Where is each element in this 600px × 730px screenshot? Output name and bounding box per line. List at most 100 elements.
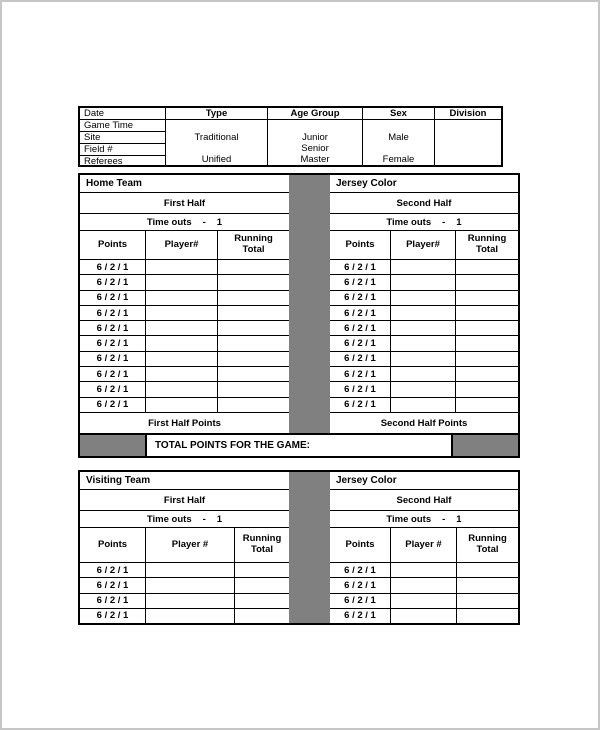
visiting-right-score-rows: 6 / 2 / 1 6 / 2 / 1 6 / 2 / 1 6 / 2 / 1: [330, 562, 518, 623]
home-section-main: Home Team First Half Time outs - 1 Point…: [80, 175, 518, 433]
sex-options: Male Female: [363, 120, 434, 165]
home-right-score-rows: 6 / 2 / 1 6 / 2 / 1 6 / 2 / 1 6 / 2 / 1: [330, 259, 518, 412]
home-right-column-headers: Points Player# Running Total: [330, 230, 518, 259]
running-total-cell: [217, 290, 289, 305]
player-number-cell: [145, 367, 217, 382]
score-row: 6 / 2 / 1: [80, 381, 289, 397]
type-column: Type Traditional Unified: [165, 108, 267, 165]
running-total-cell: [455, 382, 518, 397]
points-column-header: Points: [345, 538, 375, 550]
game-time-label: Game Time: [80, 119, 165, 131]
running-total-cell: [217, 382, 289, 397]
game-info-table: Date Game Time Site Field # Referees Typ…: [78, 106, 503, 167]
score-row: 6 / 2 / 1: [330, 274, 518, 290]
timeouts-value: 1: [456, 513, 462, 525]
points-options-cell: 6 / 2 / 1: [344, 292, 376, 304]
sex-header: Sex: [363, 108, 434, 121]
division-column: Division: [434, 108, 501, 165]
score-row: 6 / 2 / 1: [80, 304, 289, 321]
visiting-right-column-headers: Points Player # Running Total: [330, 527, 518, 562]
points-column-header: Points: [345, 238, 375, 250]
first-half-points-label: First Half Points: [80, 412, 289, 433]
running-total-cell: [217, 336, 289, 351]
total-points-row: TOTAL POINTS FOR THE GAME:: [80, 433, 518, 456]
points-options-cell: 6 / 2 / 1: [344, 307, 376, 319]
player-number-cell: [145, 382, 217, 397]
points-options-cell: 6 / 2 / 1: [344, 399, 376, 411]
home-second-half-panel: Jersey Color Second Half Time outs - 1 P…: [330, 175, 518, 433]
score-row: 6 / 2 / 1: [80, 366, 289, 382]
player-number-cell: [390, 397, 455, 412]
running-total-column-header: Running Total: [217, 231, 289, 259]
timeouts-label: Time outs: [386, 513, 432, 525]
division-blank-cell: [435, 120, 501, 165]
points-options-cell: 6 / 2 / 1: [344, 595, 376, 607]
player-number-cell: [145, 305, 217, 321]
score-row: 6 / 2 / 1: [80, 274, 289, 290]
player-number-cell: [145, 321, 217, 336]
points-options-cell: 6 / 2 / 1: [344, 322, 376, 334]
points-options-cell: 6 / 2 / 1: [96, 307, 129, 319]
score-row: 6 / 2 / 1: [330, 592, 518, 608]
points-options-cell: 6 / 2 / 1: [96, 261, 129, 273]
timeouts-label: Time outs: [146, 513, 192, 525]
player-number-cell: [145, 578, 234, 593]
score-row: 6 / 2 / 1: [330, 259, 518, 275]
visiting-team-section: Visiting Team First Half Time outs - 1 P…: [78, 470, 520, 625]
points-options-cell: 6 / 2 / 1: [344, 353, 376, 365]
referees-label: Referees: [80, 155, 165, 167]
home-second-half-timeouts: Time outs - 1: [330, 213, 518, 230]
running-total-column-header: Running Total: [456, 528, 518, 562]
home-first-half-label: First Half: [80, 192, 289, 213]
player-number-cell: [390, 563, 456, 578]
running-total-cell: [217, 351, 289, 367]
type-option-traditional: Traditional: [194, 131, 239, 143]
player-number-cell: [390, 593, 456, 608]
running-total-column-header: Running Total: [234, 528, 289, 562]
running-total-cell: [455, 336, 518, 351]
timeouts-value: 1: [456, 216, 462, 228]
player-number-cell: [390, 351, 455, 367]
running-total-column-header: Running Total: [455, 231, 518, 259]
running-total-cell: [217, 367, 289, 382]
running-total-cell: [455, 367, 518, 382]
player-number-cell: [390, 608, 456, 623]
field-number-label: Field #: [80, 143, 165, 155]
player-column-header: Player#: [390, 231, 455, 259]
visiting-second-half-panel: Jersey Color Second Half Time outs - 1 P…: [330, 472, 518, 623]
visiting-team-title: Visiting Team: [86, 475, 151, 486]
score-row: 6 / 2 / 1: [80, 289, 289, 305]
running-total-cell: [455, 305, 518, 321]
timeouts-label: Time outs: [146, 216, 192, 228]
score-row: 6 / 2 / 1: [330, 607, 518, 623]
division-header: Division: [435, 108, 501, 121]
running-total-cell: [456, 563, 518, 578]
player-number-cell: [145, 397, 217, 412]
timeouts-dash: -: [442, 216, 446, 228]
player-number-cell: [390, 305, 455, 321]
visiting-left-score-rows: 6 / 2 / 1 6 / 2 / 1 6 / 2 / 1 6 / 2 / 1: [80, 562, 289, 623]
player-number-cell: [145, 563, 234, 578]
timeouts-value: 1: [216, 216, 223, 228]
player-number-cell: [145, 351, 217, 367]
running-total-cell: [234, 608, 289, 623]
player-number-cell: [390, 382, 455, 397]
score-row: 6 / 2 / 1: [330, 396, 518, 412]
running-total-cell: [456, 578, 518, 593]
points-options-cell: 6 / 2 / 1: [96, 564, 129, 576]
running-total-cell: [234, 578, 289, 593]
running-total-cell: [217, 305, 289, 321]
points-options-cell: 6 / 2 / 1: [96, 368, 129, 380]
points-options-cell: 6 / 2 / 1: [96, 579, 129, 591]
points-options-cell: 6 / 2 / 1: [344, 579, 376, 591]
running-total-cell: [217, 275, 289, 290]
player-number-cell: [145, 593, 234, 608]
running-total-cell: [455, 351, 518, 367]
timeouts-dash: -: [442, 513, 446, 525]
score-row: 6 / 2 / 1: [80, 592, 289, 608]
score-row: 6 / 2 / 1: [80, 562, 289, 578]
second-half-points-label: Second Half Points: [330, 412, 518, 433]
points-options-cell: 6 / 2 / 1: [96, 399, 129, 411]
running-total-cell: [217, 321, 289, 336]
